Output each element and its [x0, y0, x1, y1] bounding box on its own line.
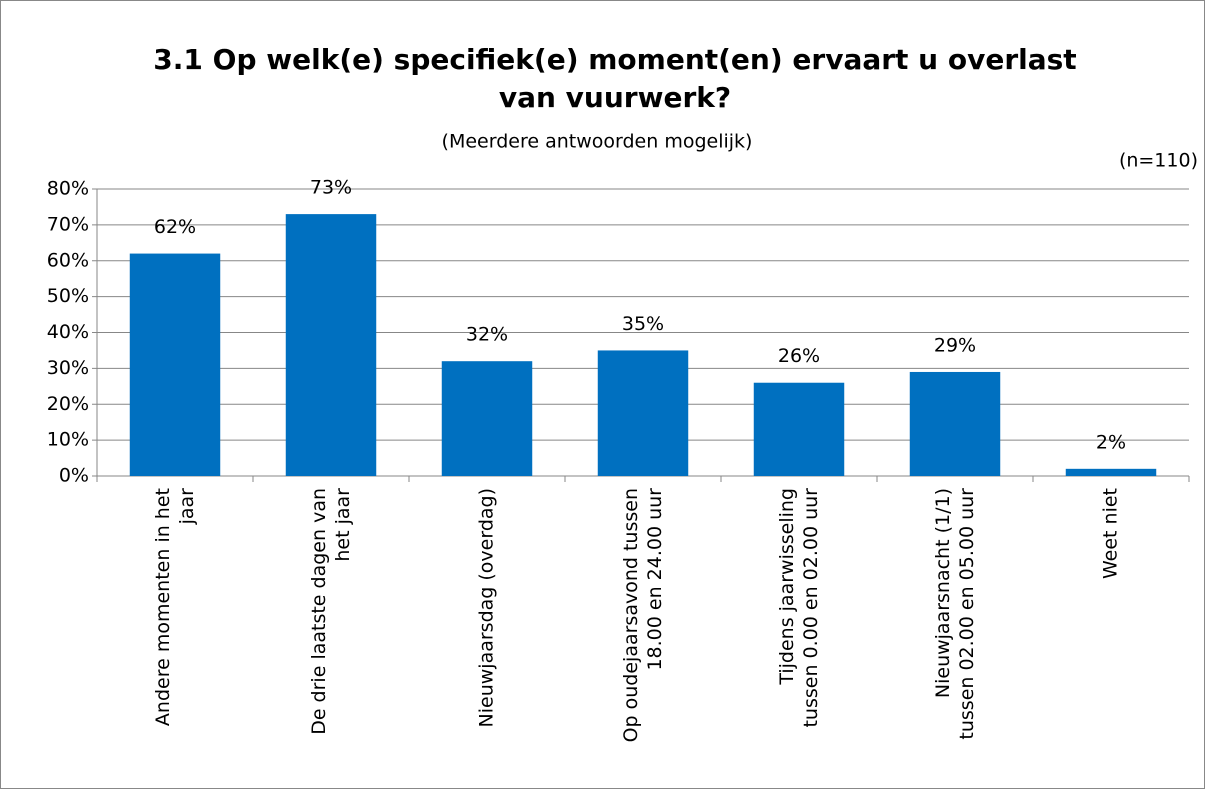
x-tick-label: Tijdens jaarwisseling tussen 0.00 en 02.0… — [776, 488, 822, 728]
y-tick-label: 40% — [47, 321, 89, 343]
chart-title: 3.1 Op welk(e) specifiek(e) moment(en) e… — [153, 43, 1076, 114]
y-tick-label: 0% — [59, 465, 89, 487]
bar — [909, 371, 1001, 476]
x-tick-label: De drie laatste dagen van het jaar — [308, 488, 354, 735]
x-tick-label: Nieuwjaarsdag (overdag) — [476, 488, 498, 727]
y-tick-label: 50% — [47, 285, 89, 307]
x-tick-label: Nieuwjaarsnacht (1/1) tussen 02.00 en 05.… — [932, 488, 978, 740]
y-tick-label: 70% — [47, 213, 89, 235]
y-tick-label: 80% — [47, 178, 89, 200]
x-tick-label: Op oudejaarsavond tussen 18.00 en 24.00 u… — [620, 488, 666, 743]
bar — [1065, 468, 1157, 476]
data-label: 35% — [622, 313, 664, 335]
x-tick-label: Andere momenten in het jaar — [152, 488, 198, 726]
data-label: 62% — [154, 216, 196, 238]
y-tick-label: 10% — [47, 429, 89, 451]
bar — [597, 350, 689, 476]
x-tick-label: Weet niet — [1100, 488, 1122, 579]
annotation: (n=110) — [1119, 150, 1198, 172]
y-tick-label: 60% — [47, 249, 89, 271]
data-label: 29% — [934, 334, 976, 356]
bar — [285, 214, 377, 477]
bar — [441, 361, 533, 476]
y-tick-label: 30% — [47, 357, 89, 379]
data-label: 32% — [466, 324, 508, 346]
y-tick-label: 20% — [47, 393, 89, 415]
chart-subtitle: (Meerdere antwoorden mogelijk) — [442, 131, 753, 153]
data-label: 26% — [778, 345, 820, 367]
bar — [753, 382, 845, 476]
bar — [129, 253, 221, 476]
data-label: 73% — [310, 177, 352, 199]
data-label: 2% — [1096, 431, 1126, 453]
